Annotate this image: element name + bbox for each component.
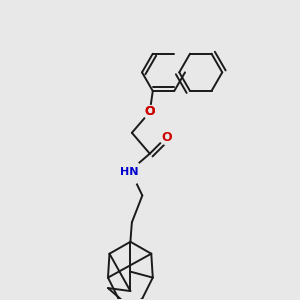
Text: O: O <box>161 131 172 144</box>
Text: O: O <box>145 105 155 119</box>
Text: O: O <box>145 105 155 119</box>
Text: HN: HN <box>120 167 138 177</box>
